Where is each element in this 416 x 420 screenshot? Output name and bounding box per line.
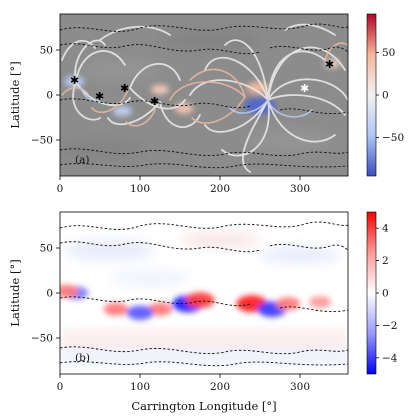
xtick-label-3: 300 bbox=[290, 183, 310, 195]
cbar-tick-label-4: 4 bbox=[382, 223, 389, 235]
cbar-tick-label-1: −2 bbox=[382, 320, 397, 332]
region-3 bbox=[151, 84, 169, 95]
ytick-label-2: 50 bbox=[40, 45, 53, 57]
xtick-label-0: 0 bbox=[57, 381, 64, 393]
panel-b-plot-area bbox=[60, 221, 348, 367]
svg-text:✱: ✱ bbox=[120, 82, 129, 95]
panel-a-plot-area: ✱ ✱ ✱ ✱ ✱ ✱ bbox=[60, 23, 348, 173]
panel-a: ✱ ✱ ✱ ✱ ✱ ✱ (a) 0 100 200 300 −50 0 50 Latitude [°… bbox=[8, 13, 404, 196]
panel-b: (b) 0 100 200 300 −50 0 50 Latitude [°] Carrin… bbox=[8, 211, 398, 413]
ytick-label-1: 0 bbox=[46, 288, 53, 300]
cbar-tick-label-2: 0 bbox=[382, 288, 389, 300]
region-1 bbox=[246, 81, 269, 94]
panel-b-label: (b) bbox=[75, 352, 90, 364]
region-6 bbox=[126, 305, 154, 320]
xtick-label-2: 200 bbox=[210, 183, 230, 195]
svg-text:✱: ✱ bbox=[70, 74, 79, 87]
xtick-label-1: 100 bbox=[130, 183, 150, 195]
field-lines bbox=[61, 23, 348, 173]
region-10 bbox=[309, 296, 331, 308]
xtick-label-3: 300 bbox=[290, 381, 310, 393]
panel-b-axes: 0 100 200 300 −50 0 50 bbox=[31, 243, 310, 394]
ytick-label-0: −50 bbox=[31, 333, 53, 345]
region-5 bbox=[147, 302, 173, 316]
panel-b-texture bbox=[60, 232, 348, 366]
panel-a-regions bbox=[64, 59, 340, 117]
xtick-label-1: 100 bbox=[130, 381, 150, 393]
region-5 bbox=[112, 105, 132, 117]
cbar-tick-label-0: −4 bbox=[382, 352, 398, 364]
ytick-label-1: 0 bbox=[46, 90, 53, 102]
panel-a-texture bbox=[60, 30, 335, 160]
cbar-tick-label-1: 0 bbox=[382, 90, 389, 102]
region-2 bbox=[275, 297, 301, 311]
colorbar-a-ticks: −50 0 50 bbox=[376, 47, 404, 144]
region-2 bbox=[64, 75, 85, 88]
xtick-label-2: 200 bbox=[210, 381, 230, 393]
ytick-label-2: 50 bbox=[40, 243, 53, 255]
region-6 bbox=[324, 59, 340, 68]
cbar-tick-label-3: 2 bbox=[382, 255, 389, 267]
panel-a-ylabel: Latitude [°] bbox=[8, 61, 22, 128]
panel-a-contours bbox=[60, 23, 348, 169]
svg-text:✱: ✱ bbox=[300, 82, 309, 95]
panel-a-nulls: ✱ ✱ ✱ ✱ ✱ ✱ bbox=[70, 58, 334, 108]
panel-a-label: (a) bbox=[75, 154, 89, 166]
region-9 bbox=[60, 284, 79, 298]
region-7 bbox=[103, 302, 129, 316]
svg-text:✱: ✱ bbox=[95, 90, 104, 103]
ytick-label-0: −50 bbox=[31, 135, 53, 147]
region-4 bbox=[185, 292, 215, 309]
svg-text:✱: ✱ bbox=[150, 95, 159, 108]
cbar-tick-label-2: 50 bbox=[382, 47, 395, 59]
panel-a-axes: 0 100 200 300 −50 0 50 bbox=[31, 45, 310, 196]
panel-b-contours bbox=[60, 221, 348, 367]
panel-b-regions bbox=[60, 284, 331, 320]
panel-b-ylabel: Latitude [°] bbox=[8, 259, 22, 326]
colorbar-a bbox=[366, 13, 377, 177]
xtick-label-0: 0 bbox=[57, 183, 64, 195]
panel-b-xlabel: Carrington Longitude [°] bbox=[131, 399, 276, 413]
cbar-tick-label-0: −50 bbox=[382, 132, 404, 144]
colorbar-b-ticks: −4 −2 0 2 4 bbox=[376, 223, 398, 364]
svg-text:✱: ✱ bbox=[325, 58, 334, 71]
colorbar-b bbox=[366, 211, 377, 375]
